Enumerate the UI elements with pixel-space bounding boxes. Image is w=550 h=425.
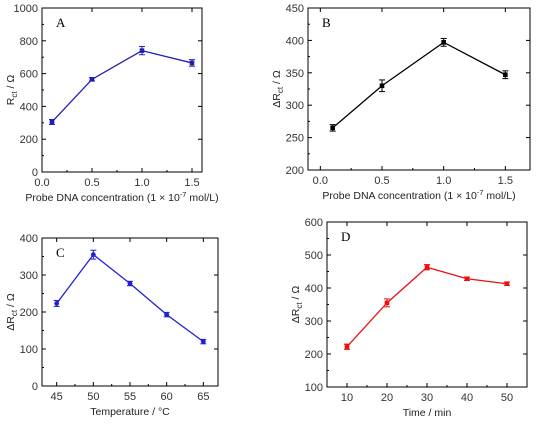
data-point xyxy=(503,72,508,78)
y-tick-label: 600 xyxy=(305,217,323,229)
y-tick-label: 1000 xyxy=(14,3,38,15)
data-point xyxy=(379,83,385,89)
x-axis-label: Probe DNA concentration (1 × 10-7 mol/L) xyxy=(25,190,218,204)
y-tick-label: 0 xyxy=(32,381,38,393)
x-tick-label: 0.5 xyxy=(84,177,99,189)
data-point xyxy=(441,40,446,45)
panel-b: 0.0 0.5 1.0 1.5 200 250 300 350 400 450 B Probe DNA… xyxy=(271,3,531,202)
x-tick-label: 30 xyxy=(421,392,433,404)
data-point xyxy=(384,300,390,306)
x-tick-label: 50 xyxy=(501,392,513,404)
y-tick-label: 500 xyxy=(305,250,323,262)
series-line xyxy=(332,41,506,129)
panel-letter: B xyxy=(322,15,331,30)
data-point xyxy=(89,77,95,82)
x-tick-label: 45 xyxy=(51,391,63,403)
y-tick-label: 300 xyxy=(305,316,323,328)
series-line xyxy=(56,253,204,343)
x-tick-label: 1.0 xyxy=(134,177,149,189)
x-tick-label: 0.5 xyxy=(374,175,389,187)
y-tick-label: 800 xyxy=(20,36,38,48)
y-tick-label: 200 xyxy=(20,134,38,146)
x-tick-label: 65 xyxy=(197,391,209,403)
x-tick-label: 0.0 xyxy=(313,175,328,187)
y-axis-label: ΔRct / Ω xyxy=(290,286,304,324)
y-tick-label: 300 xyxy=(286,100,304,112)
plot-frame xyxy=(326,221,528,388)
series-line xyxy=(346,266,508,348)
y-tick-label: 400 xyxy=(20,233,38,245)
x-axis-label: Temperature / °C xyxy=(90,406,170,418)
y-tick-label: 400 xyxy=(20,101,38,113)
data-point xyxy=(127,281,133,286)
y-tick-label: 350 xyxy=(286,68,304,80)
panel-letter: C xyxy=(56,245,65,260)
plot-frame xyxy=(41,7,203,173)
data-point xyxy=(344,344,350,350)
series-line xyxy=(51,49,193,123)
y-axis-label: Rct / Ω xyxy=(5,75,19,106)
x-tick-label: 55 xyxy=(124,391,136,403)
data-point xyxy=(164,312,170,317)
x-tick-label: 20 xyxy=(381,392,393,404)
y-tick-label: 100 xyxy=(20,344,38,356)
data-point xyxy=(90,252,96,258)
panel-c: 45 50 55 60 65 0 100 200 300 400 C Temperature / °C… xyxy=(5,233,219,418)
y-tick-label: 200 xyxy=(286,165,304,177)
data-point xyxy=(200,339,206,344)
y-axis-label: ΔRct / Ω xyxy=(5,293,19,331)
x-tick-label: 40 xyxy=(461,392,473,404)
y-tick-label: 200 xyxy=(305,349,323,361)
data-point xyxy=(49,119,55,125)
data-point xyxy=(464,276,470,282)
x-tick-label: 0.0 xyxy=(34,177,49,189)
x-tick-label: 1.5 xyxy=(498,175,513,187)
data-point xyxy=(54,301,60,306)
data-point xyxy=(139,48,145,53)
x-tick-label: 60 xyxy=(161,391,173,403)
x-tick-label: 50 xyxy=(87,391,99,403)
y-tick-label: 400 xyxy=(286,35,304,47)
x-tick-label: 1.5 xyxy=(184,177,199,189)
data-point xyxy=(504,281,510,287)
y-tick-label: 450 xyxy=(286,3,304,15)
y-tick-label: 400 xyxy=(305,283,323,295)
x-tick-label: 10 xyxy=(341,392,353,404)
y-tick-label: 200 xyxy=(20,307,38,319)
plot-frame xyxy=(41,237,219,387)
panel-letter: D xyxy=(341,229,350,244)
data-point xyxy=(330,125,335,131)
x-axis-label: Probe DNA concentration (1 × 10-7 mol/L) xyxy=(322,188,515,202)
data-point xyxy=(424,264,430,270)
data-point xyxy=(189,60,195,66)
plot-frame xyxy=(307,7,531,171)
panel-letter: A xyxy=(56,15,66,30)
y-tick-label: 100 xyxy=(305,382,323,394)
panel-a: 0.0 0.5 1.0 1.5 0 200 400 600 800 1000 A Probe DNA … xyxy=(5,3,219,204)
y-tick-label: 600 xyxy=(20,69,38,81)
y-tick-label: 300 xyxy=(20,270,38,282)
x-axis-label: Time / min xyxy=(403,407,452,419)
y-tick-label: 250 xyxy=(286,133,304,145)
panel-d: 10 20 30 40 50 100 200 300 400 500 600 D Time / min Δ… xyxy=(290,217,528,419)
y-axis-label: ΔRct / Ω xyxy=(271,70,285,108)
y-tick-label: 0 xyxy=(32,167,38,179)
x-tick-label: 1.0 xyxy=(436,175,451,187)
